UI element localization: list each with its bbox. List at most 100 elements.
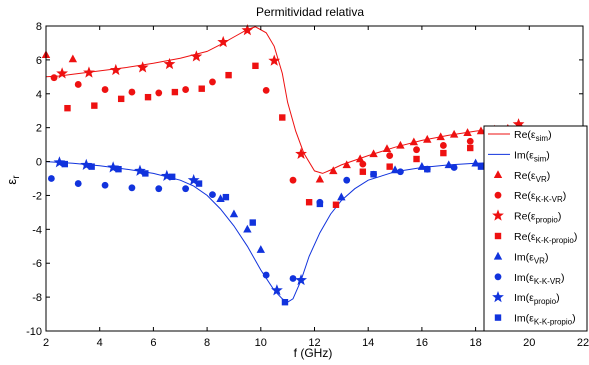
data-point (305, 199, 313, 206)
data-point (109, 63, 122, 76)
data-point (316, 200, 324, 208)
data-point (101, 181, 109, 189)
legend-swatch (492, 291, 504, 303)
chart-title: Permitividad relativa (256, 5, 364, 19)
y-tick-label: -10 (26, 326, 42, 338)
legend-label: Re(εsim) (514, 129, 552, 143)
legend-swatch (494, 232, 502, 240)
data-point (252, 62, 259, 70)
data-point (171, 88, 179, 96)
x-tick-label: 12 (308, 337, 320, 349)
x-tick-label: 18 (469, 337, 481, 349)
data-point (209, 78, 216, 86)
series-line-im-sim (45, 161, 530, 303)
data-point (386, 163, 393, 170)
legend-swatch (494, 314, 502, 321)
y-tick-label: 6 (36, 55, 42, 67)
data-point (53, 156, 66, 168)
data-point (449, 129, 459, 138)
data-point (281, 298, 289, 306)
data-point (74, 81, 82, 88)
data-point (56, 67, 69, 79)
x-tick-label: 4 (97, 337, 103, 349)
data-point (315, 174, 325, 183)
data-point (467, 144, 474, 152)
data-point (413, 146, 420, 154)
data-point (144, 93, 152, 101)
data-point (195, 180, 203, 187)
data-point (397, 168, 404, 176)
data-point (476, 126, 486, 135)
data-point (136, 61, 149, 73)
data-point (115, 165, 122, 173)
legend-item-im-propio: Im(εpropio) (492, 291, 560, 306)
legend-label: Im(εVR) (514, 251, 548, 265)
series-im-k-k-propio (61, 160, 485, 306)
data-point (262, 86, 270, 94)
data-point (409, 137, 419, 146)
data-point (101, 86, 109, 93)
x-tick-label: 16 (416, 337, 428, 349)
data-point (88, 163, 95, 170)
legend-label: Re(εK-K-propio) (514, 231, 577, 245)
data-point (271, 284, 283, 296)
data-point (359, 168, 367, 175)
data-point (289, 275, 297, 282)
data-point (342, 160, 351, 169)
series-im-propio (53, 156, 307, 296)
x-tick-label: 14 (362, 337, 374, 349)
y-tick-label: -4 (32, 224, 42, 236)
data-point (68, 54, 78, 63)
data-point (182, 185, 190, 193)
legend-label: Im(εpropio) (514, 292, 560, 306)
data-point (369, 149, 378, 158)
legend-item-re-vr: Re(εVR) (493, 170, 550, 184)
legend-label: Re(εK-K-VR) (514, 190, 566, 204)
data-point (295, 273, 307, 286)
y-axis-ticks: 8 6 4 2 0 -2 -4 -6 -8 -10 (26, 21, 583, 338)
data-point (450, 164, 458, 171)
x-tick-label: 2 (43, 337, 49, 349)
legend-item-re-k-k-vr: Re(εK-K-VR) (494, 190, 566, 204)
x-tick-label: 22 (577, 337, 589, 349)
data-point (477, 163, 485, 170)
data-point (471, 158, 480, 167)
data-point (229, 209, 239, 218)
legend-item-im-vr: Im(εVR) (493, 251, 548, 265)
data-point (128, 184, 136, 192)
data-point (182, 86, 190, 93)
x-tick-label: 10 (255, 337, 267, 349)
data-point (424, 165, 431, 173)
legend: Re(εsim) Im(εsim) Re(εVR) Re(εK-K-VR) Re(εpr… (483, 125, 588, 332)
legend-item-im-k-k-propio: Im(εK-K-propio) (494, 313, 576, 327)
data-point (423, 134, 432, 143)
legend-item-re-sim: Re(εsim) (488, 129, 552, 143)
data-point (128, 88, 136, 96)
data-point (107, 161, 120, 173)
legend-swatch (493, 170, 503, 178)
data-point (359, 160, 367, 168)
data-point (243, 224, 252, 233)
series-re-k-k-propio (64, 62, 474, 208)
data-point (279, 114, 286, 121)
data-point (444, 160, 453, 169)
data-point (332, 201, 340, 208)
y-tick-label: -6 (32, 258, 42, 270)
data-point (187, 173, 200, 186)
data-point (512, 118, 525, 130)
data-point (440, 149, 447, 157)
data-point (355, 154, 365, 163)
data-point (160, 169, 173, 181)
data-point (222, 193, 230, 201)
data-point (396, 140, 405, 149)
data-point (439, 142, 447, 149)
data-point (256, 245, 265, 253)
data-markers (41, 24, 528, 306)
legend-item-im-sim: Im(εsim) (488, 149, 550, 163)
data-point (64, 104, 71, 112)
data-point (289, 176, 297, 184)
data-point (198, 85, 205, 92)
data-point (436, 132, 445, 141)
y-tick-label: 8 (36, 21, 42, 33)
